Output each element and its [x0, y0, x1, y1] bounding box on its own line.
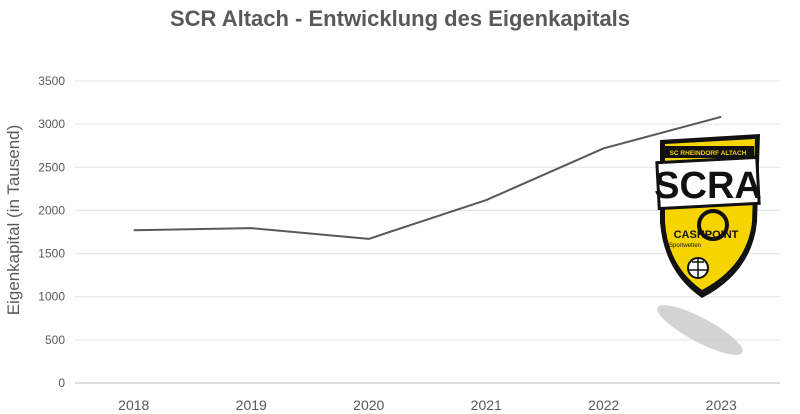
x-tick-label: 2022 — [588, 397, 619, 413]
logo-main-box — [655, 155, 761, 211]
grid-lines — [75, 80, 780, 384]
club-logo: SC RHEINDORF ALTACH SCRA CASHPOINT Sport… — [654, 134, 762, 355]
series-line — [133, 115, 722, 240]
y-tick-label: 1000 — [38, 290, 65, 304]
y-tick-labels: 0 500 1000 1500 2000 2500 3000 3500 — [38, 74, 65, 390]
logo-banner — [662, 146, 754, 158]
chart-title: SCR Altach - Entwicklung des Eigenkapita… — [169, 6, 631, 31]
x-tick-label: 2021 — [471, 397, 502, 413]
logo-shadow — [657, 305, 743, 355]
x-tick-label: 2020 — [353, 397, 384, 413]
y-tick-label: 3500 — [38, 74, 65, 88]
logo-main-text: SCRA — [654, 165, 762, 207]
y-tick-label: 0 — [58, 376, 65, 390]
logo-sponsor-sub: Sportwetten — [669, 243, 701, 249]
y-tick-label: 3000 — [38, 117, 65, 131]
logo-top-text: SC RHEINDORF ALTACH — [670, 150, 747, 157]
series-lines — [133, 115, 722, 240]
x-tick-label: 2018 — [118, 397, 149, 413]
x-tick-label: 2019 — [236, 397, 267, 413]
x-tick-label: 2023 — [706, 397, 737, 413]
logo-sponsor-text: CASHPOINT — [674, 229, 739, 241]
x-tick-labels: 2018 2019 2020 2021 2022 2023 — [118, 397, 737, 413]
y-tick-label: 500 — [45, 333, 65, 347]
logo-football-pattern — [689, 258, 707, 278]
y-tick-label: 2000 — [38, 203, 65, 217]
y-tick-label: 2500 — [38, 160, 65, 174]
y-tick-label: 1500 — [38, 247, 65, 261]
logo-ring — [697, 209, 729, 241]
